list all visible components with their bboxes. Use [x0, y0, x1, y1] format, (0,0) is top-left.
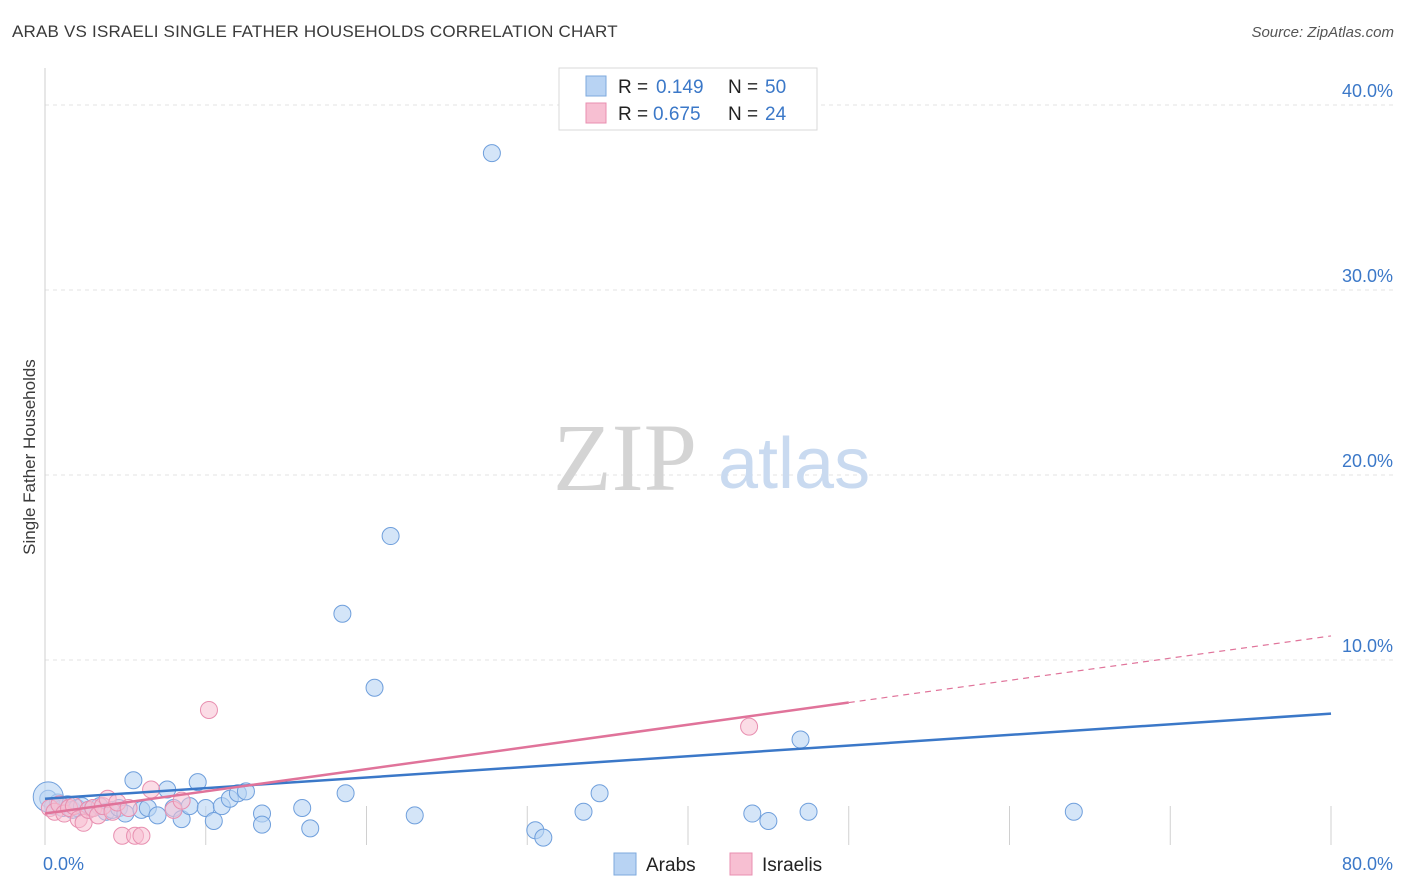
- point-arabs-43: [590, 784, 609, 803]
- point-arabs-41: [534, 828, 553, 847]
- point-arabs-47: [799, 802, 818, 821]
- point-arabs-35: [336, 784, 355, 803]
- source-label: Source: ZipAtlas.com: [1251, 24, 1394, 41]
- x-tick-label-max: 80.0%: [1342, 854, 1393, 874]
- bottom-legend: Arabs Israelis: [613, 852, 822, 876]
- legend: R = 0.149 N = 50 R = 0.675 N = 24: [558, 67, 818, 131]
- y-tick-label-10: 10.0%: [1342, 636, 1393, 656]
- point-arabs-25: [204, 811, 223, 830]
- y-tick-label-20: 20.0%: [1342, 451, 1393, 471]
- legend-r-label-israelis: R =: [618, 104, 648, 125]
- legend-n-value-arabs: 50: [765, 77, 786, 98]
- legend-r-label-arabs: R =: [618, 77, 648, 98]
- point-arabs-38: [405, 806, 424, 825]
- bottom-legend-swatch-arabs: [613, 852, 637, 876]
- legend-n-label-israelis: N =: [728, 104, 758, 125]
- bottom-legend-label-arabs: Arabs: [646, 855, 696, 876]
- y-axis-label: Single Father Households: [20, 359, 39, 555]
- point-arabs-45: [759, 811, 778, 830]
- point-arabs-42: [574, 802, 593, 821]
- point-israelis-23: [740, 717, 759, 736]
- x-tick-label-min: 0.0%: [43, 854, 84, 874]
- bottom-legend-label-israelis: Israelis: [762, 855, 822, 876]
- y-tick-label-40: 40.0%: [1342, 81, 1393, 101]
- point-arabs-31: [253, 815, 272, 834]
- point-arabs-36: [365, 678, 384, 697]
- point-arabs-37: [381, 527, 400, 546]
- point-arabs-18: [148, 806, 167, 825]
- legend-swatch-israelis: [585, 102, 607, 124]
- watermark-atlas: atlas: [718, 424, 870, 504]
- bottom-legend-swatch-israelis: [729, 852, 753, 876]
- series-israelis-points: [40, 700, 759, 845]
- point-arabs-44: [743, 804, 762, 823]
- point-israelis-22: [199, 700, 218, 719]
- legend-n-label-arabs: N =: [728, 77, 758, 98]
- grid-lines: [45, 104, 1395, 661]
- trend-line-israelis: [44, 701, 849, 815]
- point-arabs-15: [124, 771, 143, 790]
- point-israelis-19: [142, 780, 161, 799]
- point-arabs-48: [1064, 802, 1083, 821]
- x-axis-ticks: [205, 806, 1332, 845]
- point-arabs-32: [293, 799, 312, 817]
- chart-title: ARAB VS ISRAELI SINGLE FATHER HOUSEHOLDS…: [12, 22, 618, 41]
- point-arabs-46: [791, 730, 810, 749]
- y-axis-tick-labels: 10.0% 20.0% 30.0% 40.0%: [1342, 81, 1393, 656]
- legend-n-value-israelis: 24: [765, 104, 787, 125]
- legend-swatch-arabs: [585, 75, 607, 97]
- point-israelis-18: [132, 826, 151, 845]
- legend-r-value-israelis: 0.675: [653, 104, 701, 125]
- point-arabs-34: [333, 604, 352, 623]
- trend-line-israelis-extension: [848, 635, 1332, 704]
- y-tick-label-30: 30.0%: [1342, 266, 1393, 286]
- trend-lines: [44, 635, 1332, 815]
- legend-r-value-arabs: 0.149: [656, 77, 704, 98]
- point-arabs-23: [188, 773, 207, 792]
- watermark-zip: ZIP: [553, 404, 697, 511]
- watermark: ZIP atlas: [553, 404, 870, 511]
- point-arabs-39: [482, 144, 501, 163]
- point-arabs-33: [301, 819, 320, 838]
